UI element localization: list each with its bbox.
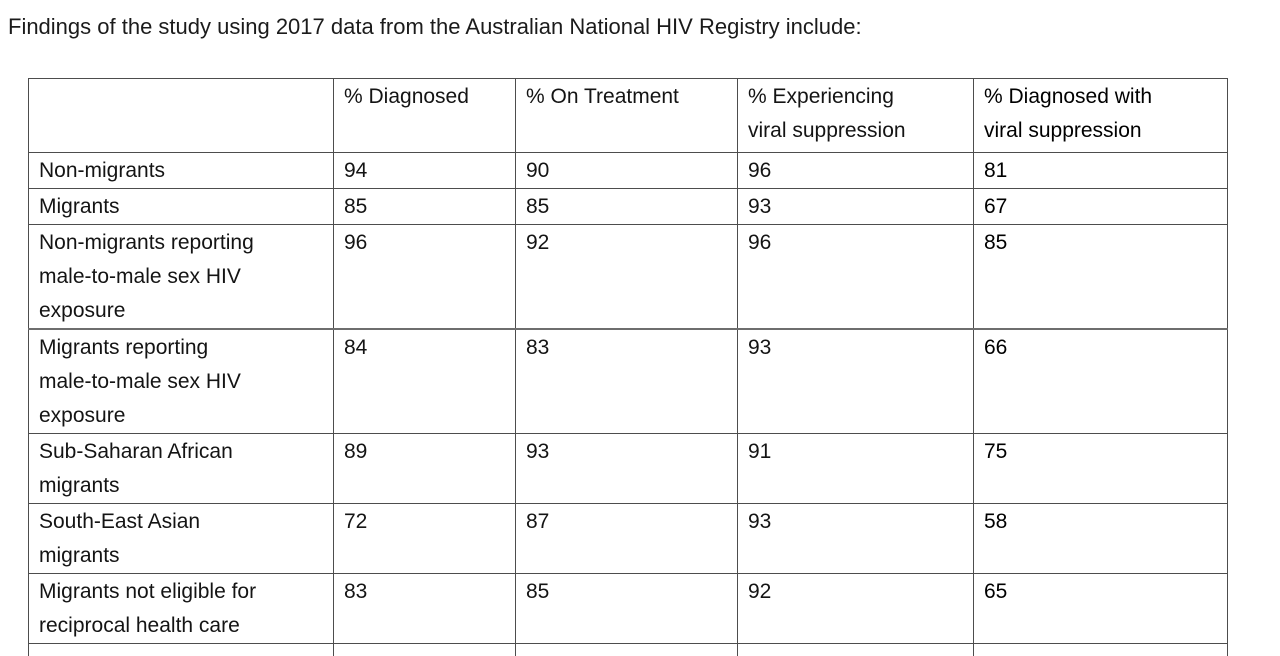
- row-label: South-East Asian migrants: [28, 503, 334, 574]
- header-diagnosed-viral-suppression: % Diagnosed with viral suppression: [973, 78, 1228, 153]
- cell-viral-suppression: 91: [737, 433, 974, 504]
- cell-diagnosed-viral-suppression: 81: [973, 152, 1228, 189]
- cell-on-treatment: 85: [515, 573, 738, 644]
- header-viral-suppression: % Experiencing viral suppression: [737, 78, 974, 153]
- cell-on-treatment: 92: [515, 224, 738, 330]
- clipped-cell: [737, 643, 974, 656]
- clipped-cell: [333, 643, 516, 656]
- cell-on-treatment: 85: [515, 188, 738, 225]
- cell-diagnosed-viral-suppression: 58: [973, 503, 1228, 574]
- cell-diagnosed: 94: [333, 152, 516, 189]
- clipped-cell: [28, 643, 334, 656]
- cell-viral-suppression: 92: [737, 573, 974, 644]
- row-label: Migrants reporting male-to-male sex HIV …: [28, 328, 334, 434]
- table-row-non-migrants: Non-migrants 94 90 96 81: [28, 152, 1228, 189]
- table-row-migrants: Migrants 85 85 93 67: [28, 188, 1228, 225]
- row-label: Migrants: [28, 188, 334, 225]
- table-row-not-eligible-reciprocal: Migrants not eligible for reciprocal hea…: [28, 573, 1228, 644]
- cell-diagnosed: 96: [333, 224, 516, 330]
- cell-viral-suppression: 96: [737, 152, 974, 189]
- cell-diagnosed-viral-suppression: 75: [973, 433, 1228, 504]
- row-label: Non-migrants: [28, 152, 334, 189]
- row-label: Migrants not eligible for reciprocal hea…: [28, 573, 334, 644]
- cell-viral-suppression: 93: [737, 328, 974, 434]
- cell-diagnosed-viral-suppression: 66: [973, 328, 1228, 434]
- cell-diagnosed: 83: [333, 573, 516, 644]
- cell-diagnosed-viral-suppression: 65: [973, 573, 1228, 644]
- cell-viral-suppression: 96: [737, 224, 974, 330]
- table-header-row: % Diagnosed % On Treatment % Experiencin…: [28, 78, 1228, 153]
- table-row-non-migrants-msm: Non-migrants reporting male-to-male sex …: [28, 224, 1228, 330]
- header-empty: [28, 78, 334, 153]
- hiv-registry-table: % Diagnosed % On Treatment % Experiencin…: [28, 78, 1228, 656]
- cell-diagnosed-viral-suppression: 67: [973, 188, 1228, 225]
- table-row-migrants-msm: Migrants reporting male-to-male sex HIV …: [28, 328, 1228, 434]
- cell-diagnosed: 89: [333, 433, 516, 504]
- cell-diagnosed: 85: [333, 188, 516, 225]
- header-on-treatment: % On Treatment: [515, 78, 738, 153]
- table-row-south-east-asian: South-East Asian migrants 72 87 93 58: [28, 503, 1228, 574]
- header-diagnosed: % Diagnosed: [333, 78, 516, 153]
- cell-on-treatment: 90: [515, 152, 738, 189]
- cell-on-treatment: 93: [515, 433, 738, 504]
- clipped-cell: [515, 643, 738, 656]
- cell-on-treatment: 83: [515, 328, 738, 434]
- cell-on-treatment: 87: [515, 503, 738, 574]
- table-row-sub-saharan-african: Sub-Saharan African migrants 89 93 91 75: [28, 433, 1228, 504]
- cell-diagnosed: 84: [333, 328, 516, 434]
- cell-viral-suppression: 93: [737, 503, 974, 574]
- cell-viral-suppression: 93: [737, 188, 974, 225]
- cell-diagnosed-viral-suppression: 85: [973, 224, 1228, 330]
- cell-diagnosed: 72: [333, 503, 516, 574]
- row-label: Non-migrants reporting male-to-male sex …: [28, 224, 334, 330]
- row-label: Sub-Saharan African migrants: [28, 433, 334, 504]
- clipped-cell: [973, 643, 1228, 656]
- table-row-clipped: [28, 643, 1228, 656]
- intro-text: Findings of the study using 2017 data fr…: [8, 14, 862, 39]
